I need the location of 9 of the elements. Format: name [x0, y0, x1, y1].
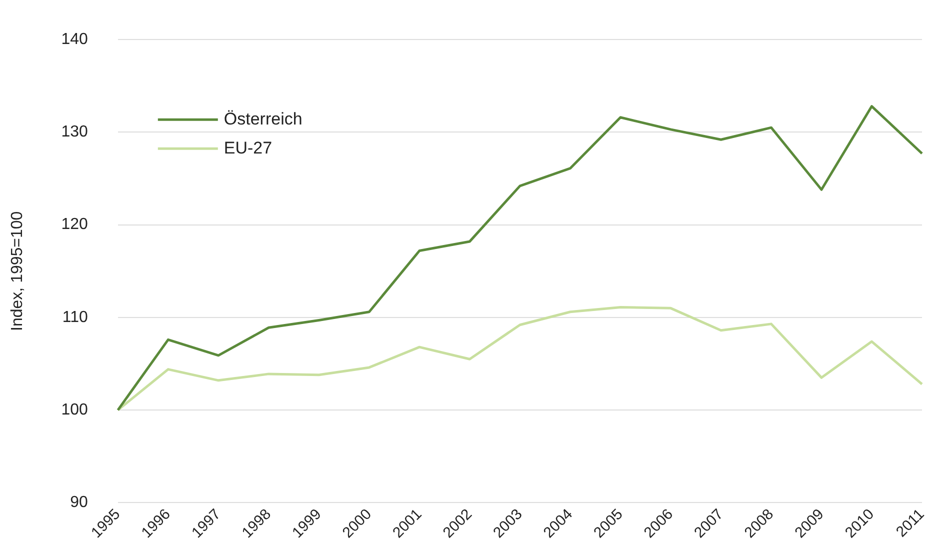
y-tick-label: 130: [61, 124, 88, 141]
y-tick-label: 110: [62, 308, 88, 326]
y-axis-title: Index, 1995=100: [9, 211, 26, 331]
y-tick-label: 90: [70, 494, 88, 512]
y-tick-label: 100: [61, 401, 88, 418]
legend-label: Österreich: [224, 109, 302, 128]
y-tick-label: 120: [61, 216, 88, 234]
legend-label: EU-27: [224, 138, 272, 158]
y-tick-label: 140: [61, 31, 88, 48]
